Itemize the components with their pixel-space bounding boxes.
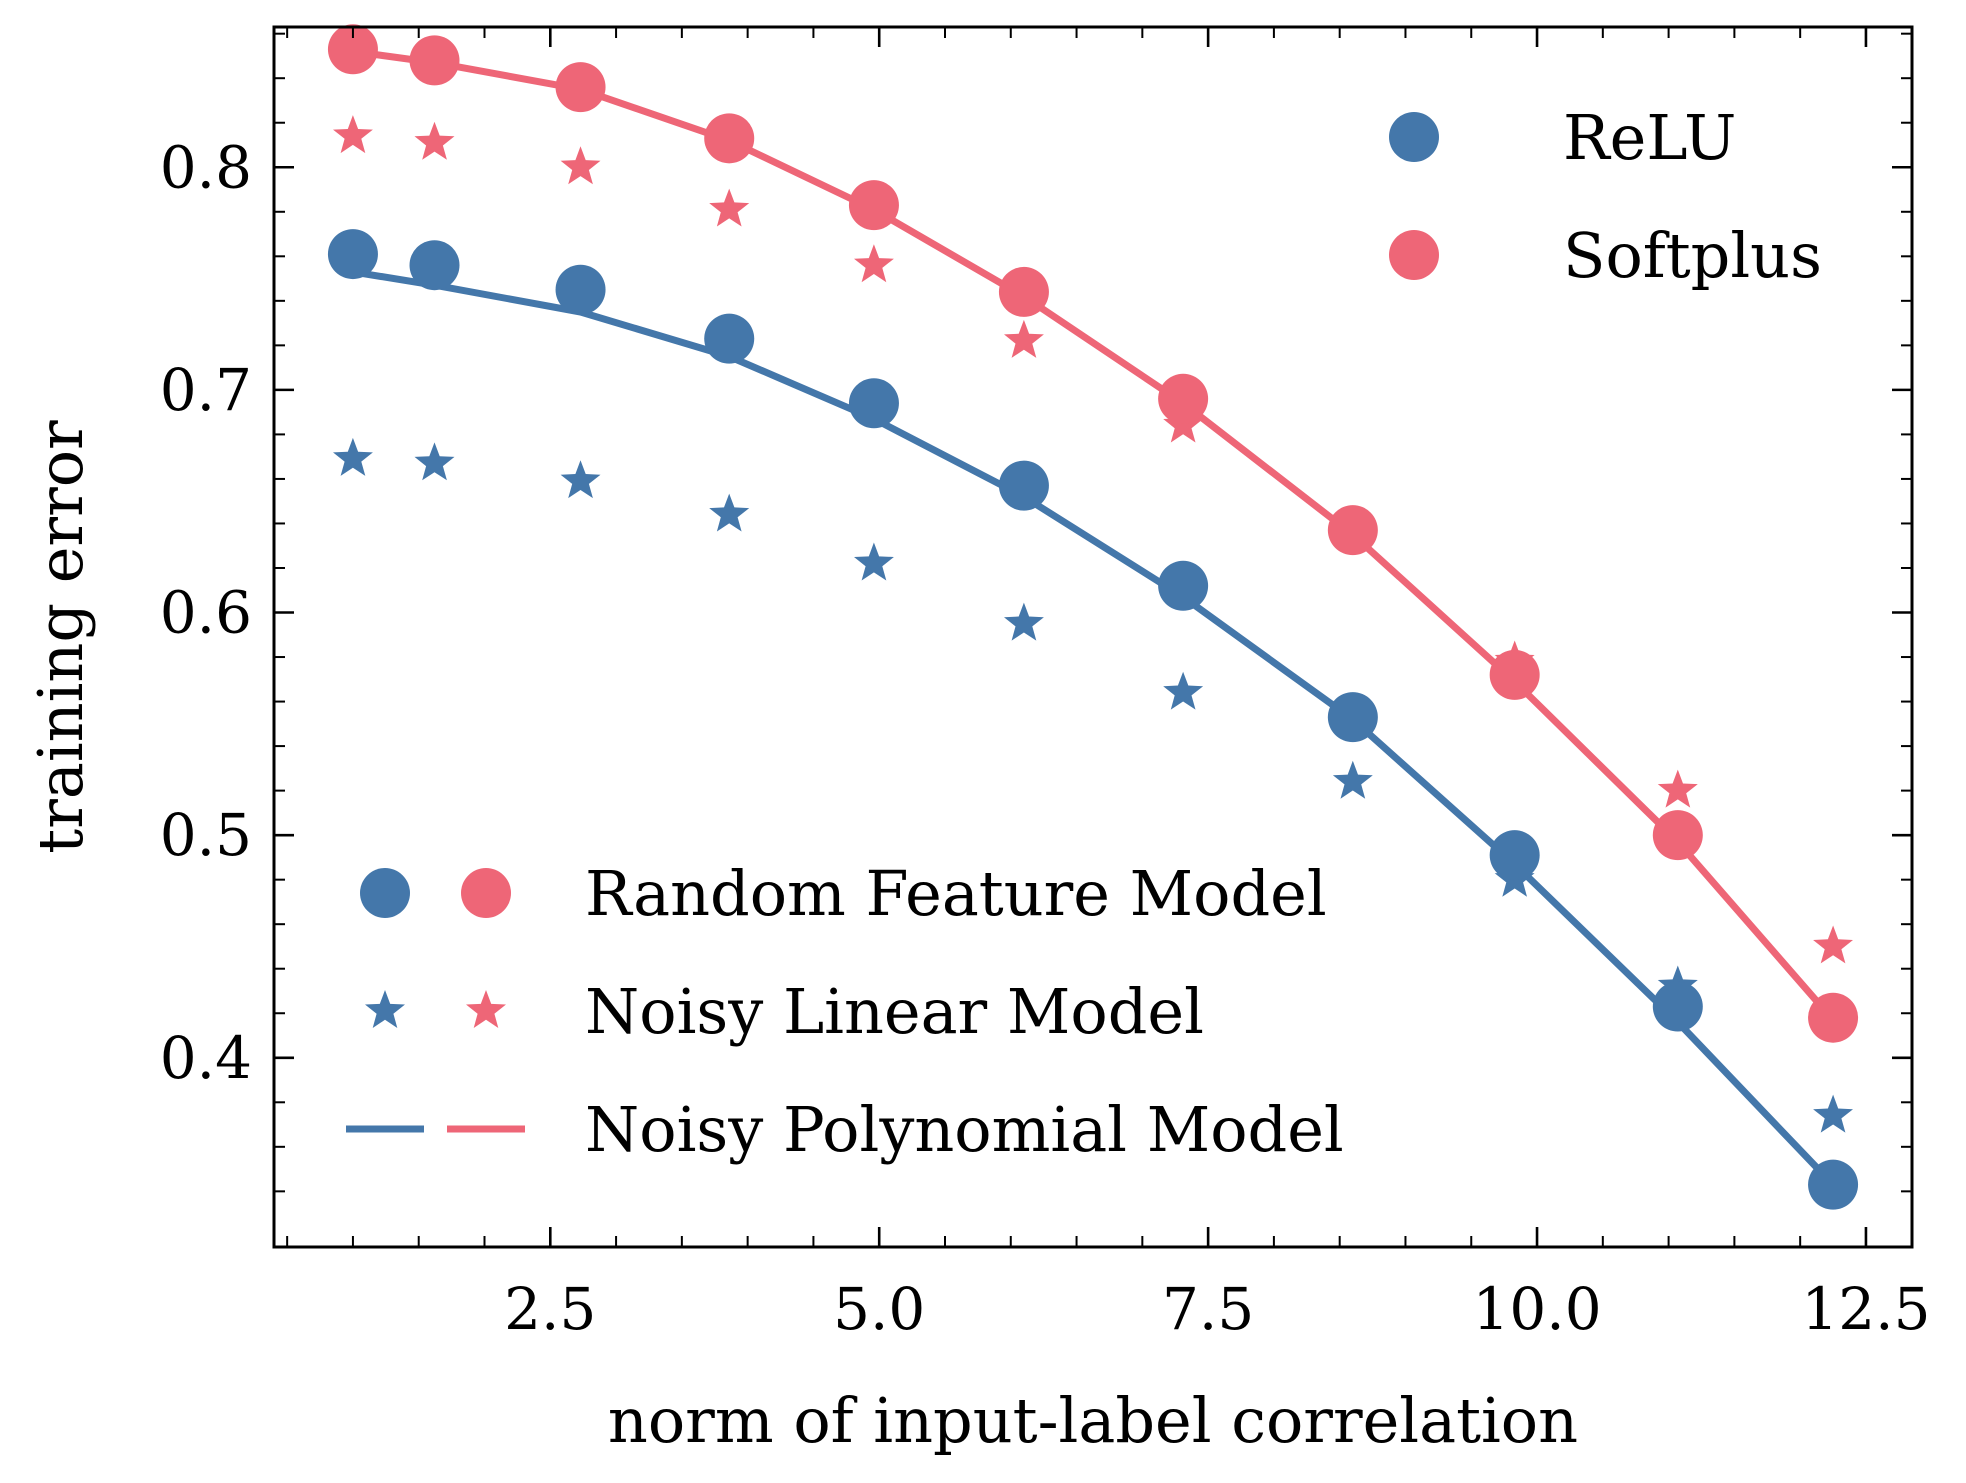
legend-marker-random-feature-model-softplus [461,868,511,918]
plot-frame [272,25,1914,1249]
relu-random-feature-model-point [1652,981,1703,1032]
legend-model: Random Feature Model Noisy Linear Model No… [346,857,1344,1166]
x-tick-label: 12.5 [1801,1275,1930,1343]
y-tick-label: 0.7 [160,356,252,424]
softplus-noisy-linear-model-point [1657,769,1698,808]
y-tick-label: 0.8 [160,133,252,201]
softplus-noisy-linear-model-point [560,146,601,185]
relu-noisy-linear-model-point [1332,760,1373,799]
axis-ticks: 2.5 5.0 7.5 10.0 12.5 0.4 0.5 0.6 0.7 0.8 [160,27,1931,1343]
relu-noisy-linear-model-point [1163,671,1204,710]
softplus-random-feature-model-point [555,62,606,113]
softplus-random-feature-model-point [1158,373,1209,424]
softplus-noisy-linear-model-point [1004,319,1044,358]
x-axis-label: norm of input-label correlation [608,1384,1578,1457]
softplus-random-feature-model-point [1808,992,1859,1043]
legend-label-relu: ReLU [1563,101,1736,174]
softplus-random-feature-model-point [1652,810,1703,861]
x-tick-label: 5.0 [833,1275,925,1343]
softplus-noisy-linear-model-point [854,244,894,283]
relu-random-feature-model-point [704,313,755,364]
relu-random-feature-model-point [327,229,378,280]
relu-noisy-linear-model-point [854,542,894,581]
x-tick-label: 10.0 [1472,1275,1601,1343]
plot-data [327,24,1859,1210]
legend-label-noisy-linear-model: Noisy Linear Model [585,975,1204,1048]
relu-random-feature-model-point [1489,830,1540,881]
y-axis-label: training error [24,420,97,854]
y-tick-label: 0.5 [160,801,252,869]
relu-noisy-linear-model-point [709,493,750,532]
softplus-noisy-linear-model-point [333,115,373,154]
legend-label-noisy-polynomial-model: Noisy Polynomial Model [585,1093,1344,1166]
softplus-random-feature-model-point [1327,505,1378,556]
softplus-noisy-linear-model-point [414,121,455,160]
softplus-random-feature-model-point [848,180,899,231]
legend-marker-softplus [1389,230,1439,280]
relu-random-feature-model-point [409,240,460,291]
x-tick-label: 7.5 [1162,1275,1254,1343]
relu-random-feature-model-point [555,264,606,315]
legend-activation: ReLU Softplus [1389,101,1822,292]
legend-marker-random-feature-model-relu [360,868,410,918]
relu-noisy-linear-model-point [1813,1094,1853,1133]
relu-noisy-linear-model-point [333,437,373,476]
legend-label-random-feature-model: Random Feature Model [585,857,1327,930]
relu-noisy-linear-model-point [560,460,601,499]
relu-random-feature-model-point [1808,1159,1859,1210]
x-tick-label: 2.5 [504,1275,596,1343]
softplus-random-feature-model-point [1489,649,1540,700]
y-tick-label: 0.6 [160,579,252,647]
y-tick-label: 0.4 [160,1024,252,1092]
relu-random-feature-model-point [998,460,1049,511]
relu-random-feature-model-point [1327,692,1378,743]
softplus-noisy-linear-model-point [709,188,750,227]
softplus-random-feature-model-point [409,35,460,86]
legend-marker-noisy-linear-model-softplus [466,990,506,1028]
legend-marker-relu [1389,112,1439,162]
legend-label-softplus: Softplus [1563,219,1822,292]
softplus-noisy-linear-model-point [1813,925,1853,964]
softplus-random-feature-model-point [998,266,1049,317]
softplus-random-feature-model-point [327,24,378,75]
relu-random-feature-model-point [1158,560,1209,611]
relu-noisy-linear-model-point [1004,602,1044,641]
softplus-random-feature-model-point [704,113,755,164]
relu-noisy-linear-model-point [414,442,455,481]
relu-random-feature-model-point [848,378,899,429]
legend-marker-noisy-linear-model-relu [365,990,405,1028]
